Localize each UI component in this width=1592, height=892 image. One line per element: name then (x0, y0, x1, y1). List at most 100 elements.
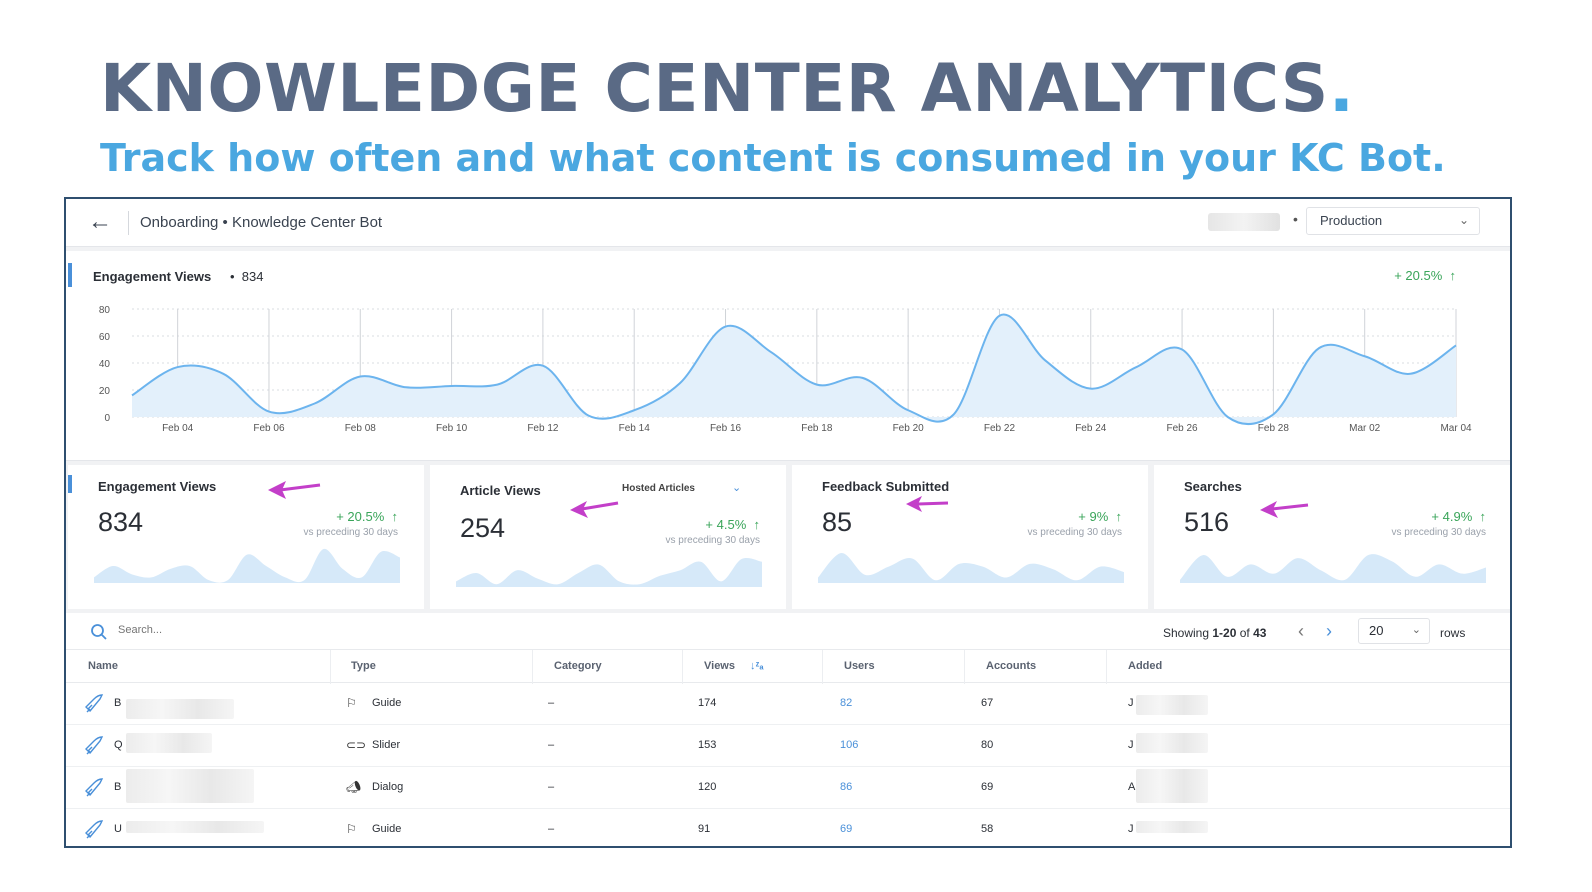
kpi-value: 254 (460, 513, 506, 543)
column-divider (1106, 650, 1107, 684)
chart-title: Engagement Views (93, 269, 212, 284)
data-point (724, 325, 726, 327)
chevron-down-icon[interactable]: ⌄ (732, 482, 742, 494)
cell-views: 91 (698, 823, 711, 835)
page-title-dot: . (1328, 50, 1355, 127)
data-point (222, 373, 224, 375)
x-tick-label: Feb 24 (1075, 423, 1107, 434)
megaphone-icon: 📣︎ (346, 780, 362, 794)
kpi-card-feedback[interactable]: Feedback Submitted 85 + 9% ↑ vs precedin… (792, 465, 1148, 609)
data-point (816, 383, 818, 385)
prev-page-icon[interactable]: ‹ (1298, 621, 1304, 641)
data-point (1455, 344, 1457, 346)
app-window: ← Onboarding • Knowledge Center Bot • Pr… (64, 197, 1512, 848)
cell-name[interactable]: U (114, 823, 122, 835)
cell-type: Slider (372, 739, 401, 751)
y-tick-label: 80 (99, 305, 111, 316)
series-line (131, 313, 1457, 426)
x-tick-label: Feb 12 (527, 423, 559, 434)
rocket-icon (85, 820, 104, 839)
data-point (268, 410, 270, 412)
cell-views: 174 (698, 697, 717, 709)
redacted-name (126, 733, 212, 753)
slider-icon: ⊂⊃ (346, 738, 367, 752)
data-point (1135, 366, 1137, 368)
environment-select[interactable]: Production ⌄ (1306, 207, 1480, 235)
page-title: KNOWLEDGE CENTER ANALYTICS. (100, 50, 1354, 127)
rows-per-page-select[interactable]: 20 ⌄ (1358, 618, 1430, 644)
x-tick-label: Feb 04 (162, 423, 194, 434)
column-header-type[interactable]: Type (351, 660, 376, 672)
x-tick-label: Feb 14 (619, 423, 651, 434)
chart-delta: + 20.5% ↑ (1394, 268, 1456, 283)
data-point (1181, 348, 1183, 350)
cell-users[interactable]: 69 (840, 823, 853, 835)
x-tick-label: Feb 28 (1258, 423, 1290, 434)
table-row[interactable]: U ⚐ Guide – 91 69 58 J (66, 809, 1510, 846)
accent-bar (68, 263, 72, 287)
kpi-card-engagement[interactable]: Engagement Views 834 + 20.5% ↑ vs preced… (68, 465, 424, 609)
kpi-card-searches[interactable]: Searches 516 + 4.9% ↑ vs preceding 30 da… (1154, 465, 1510, 609)
cell-name[interactable]: B (114, 781, 122, 793)
arrow-up-icon: ↑ (753, 517, 761, 532)
kpi-value: 834 (98, 507, 144, 537)
cell-category: – (548, 823, 555, 835)
column-header-added[interactable]: Added (1128, 660, 1163, 672)
cell-views: 120 (698, 781, 717, 793)
chevron-down-icon: ⌄ (1411, 624, 1421, 636)
x-tick-label: Feb 22 (984, 423, 1016, 434)
data-point (770, 351, 772, 353)
search-input[interactable] (118, 624, 318, 636)
kpi-card-article-views[interactable]: Article Views Hosted Articles ⌄ 254 + 4.… (430, 465, 786, 609)
column-header-name[interactable]: Name (88, 660, 118, 672)
cell-type: Guide (372, 697, 402, 709)
redacted-name (126, 699, 234, 719)
data-point (679, 382, 681, 384)
cell-accounts: 67 (981, 697, 994, 709)
data-point (542, 365, 544, 367)
column-divider (330, 650, 331, 684)
cell-name[interactable]: B (114, 697, 122, 709)
table-header: Name Type Category Views ↓ᶻₐ Users Accou… (66, 649, 1510, 684)
column-header-category[interactable]: Category (554, 660, 602, 672)
kpi-delta: + 4.9% ↑ (1431, 509, 1486, 524)
cell-category: – (548, 697, 555, 709)
table-row[interactable]: B 📣︎ Dialog – 120 86 69 A (66, 767, 1510, 809)
x-tick-label: Feb 20 (893, 423, 925, 434)
redacted-date (1136, 769, 1208, 803)
y-tick-label: 0 (104, 413, 110, 424)
column-header-accounts[interactable]: Accounts (986, 660, 1037, 672)
arrow-up-icon: ↑ (1479, 509, 1487, 524)
kpi-delta-value: + 4.5% (705, 517, 747, 532)
kpi-sparkline (456, 557, 762, 587)
sort-desc-icon[interactable]: ↓ᶻₐ (750, 660, 764, 672)
rows-label: rows (1440, 626, 1466, 640)
column-header-views[interactable]: Views (704, 660, 735, 672)
cell-users[interactable]: 82 (840, 697, 853, 709)
rocket-icon (85, 694, 104, 713)
kpi-sparkline (94, 548, 400, 583)
data-point (1409, 373, 1411, 375)
redacted-date (1136, 695, 1208, 715)
showing-total: 43 (1253, 626, 1267, 640)
kpi-delta: + 20.5% ↑ (336, 509, 398, 524)
accent-bar (68, 475, 72, 493)
cell-name[interactable]: Q (114, 739, 123, 751)
y-tick-label: 60 (99, 332, 111, 343)
kpi-sparkline (818, 552, 1124, 583)
cell-users[interactable]: 86 (840, 781, 853, 793)
data-point (1272, 413, 1274, 415)
table-row[interactable]: B ⚐ Guide – 174 82 67 J (66, 683, 1510, 725)
user-avatar-redacted[interactable] (1208, 213, 1280, 231)
table-row[interactable]: Q ⊂⊃ Slider – 153 106 80 J (66, 725, 1510, 767)
data-point (1363, 355, 1365, 357)
column-header-users[interactable]: Users (844, 660, 875, 672)
showing-range: 1-20 (1212, 626, 1237, 640)
cell-type: Dialog (372, 781, 404, 793)
hosted-articles-select[interactable]: Hosted Articles (622, 483, 695, 494)
next-page-icon[interactable]: › (1326, 621, 1332, 641)
back-arrow-icon[interactable]: ← (88, 208, 112, 235)
cell-added: J (1128, 739, 1134, 751)
data-point (1227, 416, 1229, 418)
cell-users[interactable]: 106 (840, 739, 859, 751)
